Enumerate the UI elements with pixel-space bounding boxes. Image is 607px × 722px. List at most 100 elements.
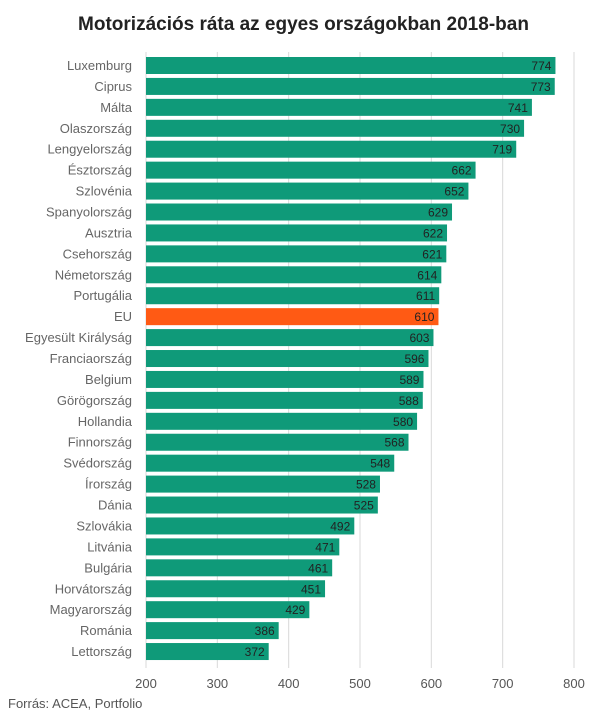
bar <box>146 98 532 116</box>
value-label: 492 <box>330 519 350 533</box>
x-tick-label: 400 <box>278 676 300 691</box>
value-label: 461 <box>308 561 328 575</box>
bar <box>146 622 279 640</box>
x-tick-label: 600 <box>420 676 442 691</box>
x-tick-label: 700 <box>492 676 514 691</box>
value-label: 568 <box>384 436 404 450</box>
x-tick-label: 200 <box>135 676 157 691</box>
category-label: Málta <box>100 100 133 115</box>
category-label: Belgium <box>85 372 132 387</box>
value-label: 622 <box>423 226 443 240</box>
bar <box>146 370 424 388</box>
x-tick-label: 300 <box>206 676 228 691</box>
value-label: 372 <box>245 645 265 659</box>
value-label: 429 <box>285 603 305 617</box>
category-label: Görögország <box>57 393 132 408</box>
x-axis-ticks: 200 300 400 500 600 700 800 <box>135 676 585 691</box>
value-label: 629 <box>428 206 448 220</box>
category-label: Lettország <box>71 644 132 659</box>
category-label: Írország <box>85 477 132 492</box>
value-label: 471 <box>315 540 335 554</box>
category-label: EU <box>114 309 132 324</box>
category-label: Luxemburg <box>67 58 132 73</box>
bar <box>146 182 469 200</box>
value-label: 528 <box>356 478 376 492</box>
bar <box>146 538 340 556</box>
x-tick-label: 500 <box>349 676 371 691</box>
bars <box>146 57 556 661</box>
value-label: 719 <box>492 143 512 157</box>
category-label: Egyesült Királyság <box>25 330 132 345</box>
bar <box>146 245 447 263</box>
bar <box>146 559 333 577</box>
bar <box>146 329 434 347</box>
bar <box>146 203 453 221</box>
value-label: 610 <box>414 310 434 324</box>
bar <box>146 161 476 179</box>
value-label: 662 <box>452 164 472 178</box>
category-label: Szlovénia <box>76 184 133 199</box>
bar <box>146 433 409 451</box>
category-label: Szlovákia <box>76 518 132 533</box>
bar <box>146 643 269 661</box>
bar <box>146 475 380 493</box>
value-label: 773 <box>531 80 551 94</box>
bar <box>146 412 418 430</box>
bar <box>146 350 429 368</box>
x-tick-label: 800 <box>563 676 585 691</box>
category-label: Finnország <box>68 435 132 450</box>
value-label: 774 <box>531 59 551 73</box>
category-label: Románia <box>80 623 133 638</box>
category-label: Németország <box>55 267 132 282</box>
bar <box>146 517 355 535</box>
value-label: 603 <box>409 331 429 345</box>
value-label: 621 <box>422 247 442 261</box>
bar <box>146 287 440 305</box>
value-label: 580 <box>393 415 413 429</box>
bar <box>146 119 525 137</box>
bar <box>146 580 326 598</box>
category-label: Olaszország <box>60 121 132 136</box>
value-label: 386 <box>255 624 275 638</box>
bar-highlight <box>146 308 439 326</box>
category-label: Portugália <box>73 288 132 303</box>
category-label: Hollandia <box>78 414 133 429</box>
value-label: 730 <box>500 122 520 136</box>
category-label: Bulgária <box>84 560 132 575</box>
bar <box>146 391 423 409</box>
value-label: 596 <box>404 352 424 366</box>
bar <box>146 601 310 619</box>
category-label: Dánia <box>98 498 133 513</box>
value-label: 611 <box>416 289 435 303</box>
category-label: Csehország <box>63 246 132 261</box>
category-label: Magyarország <box>50 602 132 617</box>
category-label: Ausztria <box>85 225 133 240</box>
category-label: Lengyelország <box>47 142 132 157</box>
bar <box>146 57 556 74</box>
bar <box>146 266 442 284</box>
bar <box>146 77 555 95</box>
value-label: 588 <box>399 394 419 408</box>
category-label: Spanyolország <box>46 205 132 220</box>
category-label: Ciprus <box>94 79 132 94</box>
value-label: 451 <box>301 582 321 596</box>
category-labels: Luxemburg Ciprus Málta Olaszország Lengyelor… <box>25 58 133 659</box>
bar <box>146 454 395 472</box>
source-note: Forrás: ACEA, Portfolio <box>8 696 143 711</box>
category-label: Észtország <box>68 163 132 178</box>
value-label: 548 <box>370 457 390 471</box>
category-label: Horvátország <box>55 581 132 596</box>
category-label: Svédország <box>63 456 132 471</box>
value-label: 652 <box>444 185 464 199</box>
category-label: Litvánia <box>87 539 133 554</box>
category-label: Franciaország <box>50 351 132 366</box>
value-label: 525 <box>354 499 374 513</box>
chart-title: Motorizációs ráta az egyes országokban 2… <box>78 14 529 35</box>
bar <box>146 224 448 242</box>
bar <box>146 496 378 514</box>
bar <box>146 140 517 158</box>
value-label: 589 <box>399 373 419 387</box>
value-label: 741 <box>508 101 528 115</box>
